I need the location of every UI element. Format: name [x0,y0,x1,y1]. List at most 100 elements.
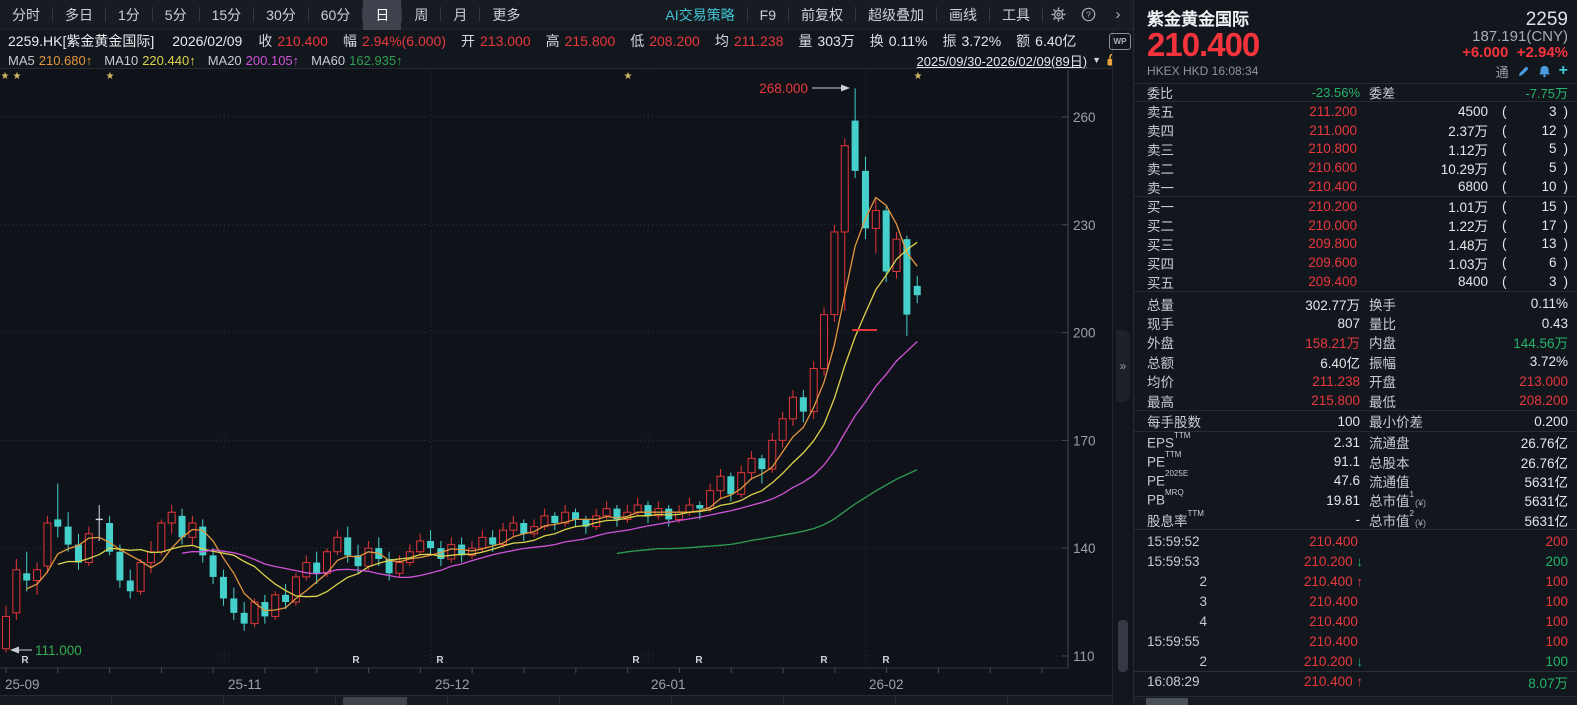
chevron-down-icon[interactable]: ▼ [1092,55,1101,65]
tool-画线[interactable]: 画线 [949,6,977,23]
period-tab-更多[interactable]: 更多 [492,6,521,23]
tick-row[interactable]: 15:59:55 210.400 100 [1134,631,1577,651]
level-order-count: (15) [1502,198,1568,214]
quote-field-label: 低 [630,33,645,49]
ma-line-MA60 [616,469,918,555]
quote-field-value: 2.94%(6.000) [361,33,447,49]
tick-row[interactable]: 3 210.400 100 [1134,591,1577,611]
fin-label: EPSTTM [1147,430,1191,451]
period-tab-日[interactable]: 日 [363,0,402,30]
tick-volume: 100 [1545,633,1568,649]
sell-row-卖二[interactable]: 卖二 210.600 10.29万 (5) [1134,158,1577,177]
level-price: 209.800 [1308,236,1357,252]
scrollbar-thumb[interactable] [343,697,407,705]
level-order-count: (12) [1502,122,1568,138]
tool-前复权[interactable]: 前复权 [801,6,843,23]
tool-AI交易策略[interactable]: AI交易策略 [665,6,735,23]
date-range-selector[interactable]: 2025/09/30-2026/02/09(89日) [916,53,1088,69]
toolbar-divider [52,7,53,22]
chart-horizontal-scrollbar[interactable] [0,695,1112,705]
tool-超级叠加[interactable]: 超级叠加 [868,6,924,23]
rights-marker: R [21,655,29,666]
stat-label: 最高 [1147,394,1174,410]
tool-工具[interactable]: 工具 [1002,6,1030,23]
up-arrow-icon: ↑ [1352,573,1364,589]
toolbar-divider [746,7,748,22]
quote-field-换: 换 0.11% [870,31,928,51]
stat-value: 211.238 [1312,373,1360,389]
alert-bell-icon[interactable] [1538,65,1551,78]
buy-row-买一[interactable]: 买一 210.200 1.01万 (15) [1134,197,1577,216]
toolbar-divider [989,7,990,22]
chevron-right-icon[interactable]: › [1115,6,1121,23]
toolbar-divider [253,7,255,22]
fin-row-PE: PE2025E 47.6 流通值 5631亿 [1134,469,1577,490]
weibi-label: 委比 [1147,86,1174,101]
tick-row[interactable]: 2 210.400 ↑ 100 [1134,571,1577,591]
period-tab-分时[interactable]: 分时 [12,6,40,23]
wp-window-icon[interactable]: WP [1109,33,1131,50]
period-tab-月[interactable]: 月 [453,6,468,23]
gear-icon[interactable] [1043,0,1073,30]
panel-scrollbar[interactable] [1134,696,1577,705]
svg-text:230: 230 [1073,218,1096,233]
add-watchlist-icon[interactable]: + [1558,62,1568,79]
weicha-value: -7.75万 [1525,86,1568,101]
stat-value: 144.56万 [1513,336,1568,352]
buy-row-买二[interactable]: 买二 210.000 1.22万 (17) [1134,216,1577,235]
tick-row[interactable]: 15:59:53 210.200 ↓ 200 [1134,551,1577,571]
help-icon[interactable]: ? [1073,0,1103,30]
svg-text:170: 170 [1073,433,1096,448]
sell-row-卖一[interactable]: 卖一 210.400 6800 (10) [1134,177,1577,196]
toolbar-divider [479,7,481,22]
toolbar-divider [307,7,309,22]
period-tab-周[interactable]: 周 [414,6,429,23]
tick-price: 210.400 [1309,613,1358,629]
stat-value: 6.40亿 [1320,355,1360,371]
fin-label: 总市值2(¥) [1369,509,1426,529]
stock-connect-tag: 通 [1495,64,1509,80]
buy-row-买四[interactable]: 买四 209.600 1.03万 (6) [1134,253,1577,272]
tick-row[interactable]: 15:59:52 210.400 200 [1134,531,1577,551]
panel-collapse-handle[interactable]: » [1116,330,1130,402]
tool-F9[interactable]: F9 [759,6,776,23]
stat-label: 最低 [1369,394,1396,410]
tick-time: 2 [1199,573,1207,589]
strip-scrollbar-thumb[interactable] [1118,620,1128,672]
tick-time: 16:08:29 [1147,674,1200,690]
quote-field-幅: 幅 2.94%(6.000) [343,31,446,51]
level-volume: 8400 [1457,274,1488,290]
stat-label: 换手 [1369,297,1396,313]
edit-pencil-icon[interactable] [1517,65,1530,78]
tick-row[interactable]: 4 210.400 100 [1134,611,1577,631]
stat-row-总额: 总额 6.40亿 振幅 3.72% [1134,352,1577,371]
stat-label: 内盘 [1369,336,1396,352]
level-volume: 1.01万 [1448,200,1488,216]
quote-field-label: 高 [545,33,560,49]
sell-row-卖五[interactable]: 卖五 211.200 4500 (3) [1134,102,1577,121]
tick-volume: 100 [1545,593,1568,609]
buy-row-买五[interactable]: 买五 209.400 8400 (3) [1134,272,1577,291]
period-tab-30分[interactable]: 30分 [266,6,296,23]
latest-tick-row[interactable]: 16:08:29 210.400 ↑ 8.07万 [1134,671,1577,691]
stat-value: 807 [1337,315,1360,331]
sell-row-卖三[interactable]: 卖三 210.800 1.12万 (5) [1134,140,1577,159]
tick-row[interactable]: 2 210.200 ↓ 100 [1134,651,1577,671]
quote-field-低: 低 208.200 [630,31,700,51]
sell-row-卖四[interactable]: 卖四 211.000 2.37万 (12) [1134,121,1577,140]
period-tab-多日[interactable]: 多日 [65,6,93,23]
event-star-icon: ★ [914,71,923,82]
buy-row-买三[interactable]: 买三 209.800 1.48万 (13) [1134,235,1577,254]
period-tab-15分[interactable]: 15分 [211,6,242,23]
period-tab-60分[interactable]: 60分 [320,6,351,23]
period-tab-5分[interactable]: 5分 [164,6,187,23]
quote-field-开: 开 213.000 [461,31,531,51]
rights-marker: R [436,655,444,666]
period-tab-1分[interactable]: 1分 [118,6,140,23]
panel-scrollbar-thumb[interactable] [1146,698,1188,705]
toolbar-divider [788,7,789,22]
fin-value: 26.76亿 [1520,436,1568,452]
fin-row-PE: PETTM 91.1 总股本 26.76亿 [1134,450,1577,471]
stat-value: 0.11% [1530,296,1568,312]
